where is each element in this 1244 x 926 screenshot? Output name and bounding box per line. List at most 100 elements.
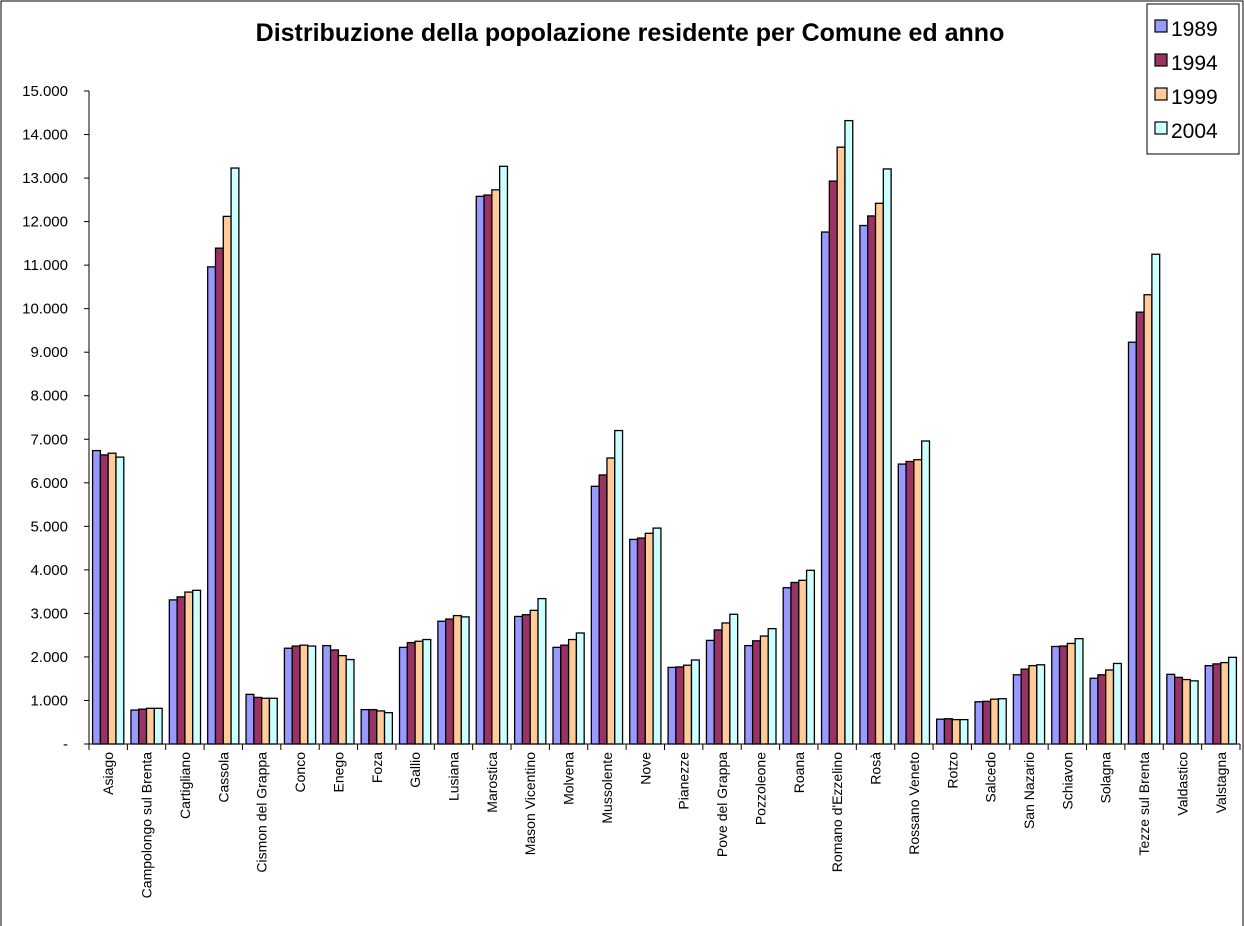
bar-1994 [406, 641, 416, 745]
bar-1999 [874, 202, 884, 745]
bar-2004 [1189, 680, 1199, 745]
bar-1999 [337, 654, 347, 745]
bar-1989 [283, 647, 293, 745]
x-tick-label: Rosà [868, 752, 884, 785]
x-tick-label: Cassola [215, 752, 231, 803]
bar-2004 [729, 613, 739, 745]
bar-1994 [329, 649, 340, 745]
bar-1989 [475, 195, 485, 745]
bar-1994 [1212, 663, 1222, 745]
y-tick-label: 9.000 [30, 344, 68, 361]
bar-2004 [422, 638, 432, 745]
bar-1999 [644, 532, 654, 745]
x-tick-label: Rotzo [944, 752, 960, 789]
bar-1999 [989, 698, 1000, 745]
x-tick-label: Romano d'Ezzelino [829, 752, 845, 872]
bar-1999 [260, 697, 271, 745]
bar-1989 [1051, 645, 1061, 745]
bar-1994 [982, 700, 992, 745]
bar-1989 [437, 620, 447, 745]
bar-1989 [859, 224, 869, 745]
bar-1994 [1135, 311, 1145, 745]
bar-1989 [398, 646, 408, 745]
bar-1994 [943, 718, 953, 745]
bar-1994 [1097, 674, 1107, 745]
x-tick-label: Asiago [100, 752, 116, 795]
bar-1999 [529, 609, 539, 745]
bar-1999 [721, 622, 731, 745]
bar-2004 [805, 569, 816, 745]
bar-1989 [1127, 341, 1137, 745]
x-tick-label: Mason Vicentino [522, 752, 538, 855]
bar-1994 [521, 614, 531, 745]
x-tick-label: Nove [637, 752, 653, 785]
bar-1989 [705, 639, 715, 745]
bar-1994 [1020, 668, 1030, 745]
bar-1989 [590, 485, 600, 745]
bar-1994 [790, 581, 800, 745]
bar-2004 [383, 712, 393, 745]
bar-1989 [744, 644, 754, 745]
bar-1999 [567, 638, 578, 745]
bar-1999 [1143, 294, 1153, 745]
bar-1999 [414, 640, 424, 745]
x-tick-label: Enego [330, 752, 346, 793]
x-tick-label: Cartigliano [177, 752, 193, 819]
legend-label: 2004 [1171, 120, 1218, 143]
bar-1989 [207, 266, 217, 745]
bar-1999 [1028, 664, 1038, 745]
y-tick-label: 14.000 [22, 127, 68, 144]
bar-2004 [921, 440, 931, 745]
x-tick-label: Pozzoleone [752, 752, 768, 825]
bar-1994 [751, 640, 762, 745]
x-tick-label: Schiavon [1059, 752, 1075, 810]
legend-swatch [1154, 53, 1168, 67]
x-tick-label: Pianezze [676, 752, 692, 810]
y-tick-label: 13.000 [22, 170, 68, 187]
bar-1999 [222, 215, 232, 745]
x-tick-label: Gallio [407, 752, 423, 788]
bar-1999 [1181, 678, 1191, 745]
bar-2004 [1074, 637, 1084, 745]
y-tick-label: 15.000 [22, 83, 68, 100]
bar-1994 [483, 194, 493, 745]
bar-1999 [184, 591, 194, 745]
bar-1999 [951, 718, 961, 745]
bar-1989 [820, 231, 830, 745]
bar-2004 [115, 456, 125, 745]
bar-2004 [345, 658, 355, 745]
bars [91, 119, 1238, 745]
bar-2004 [959, 718, 969, 745]
bar-1999 [299, 644, 309, 745]
x-tick-label: Valstagna [1213, 752, 1229, 813]
x-tick-label: Salcedo [983, 752, 999, 803]
bar-2004 [652, 527, 662, 745]
x-tick-label: Campolongo sul Brenta [139, 752, 155, 899]
bar-1994 [905, 460, 915, 745]
bar-2004 [575, 632, 585, 745]
bar-2004 [997, 698, 1007, 745]
x-tick-label: Cismon del Grappa [254, 752, 270, 873]
legend-label: 1999 [1171, 86, 1218, 109]
bar-1989 [897, 463, 907, 745]
bar-1999 [1105, 669, 1115, 745]
bar-1994 [99, 454, 109, 745]
legend-label: 1994 [1171, 52, 1218, 75]
bar-1989 [130, 709, 140, 745]
bar-1994 [176, 596, 186, 745]
bar-1999 [1220, 661, 1230, 745]
bar-1989 [552, 646, 562, 745]
x-axis: Asiago Campolongo sul Brenta Cartigliano Ca… [88, 743, 1241, 899]
bar-1994 [1058, 645, 1069, 745]
bar-1999 [452, 614, 462, 745]
bar-1994 [560, 644, 570, 745]
bar-1999 [798, 579, 808, 745]
y-tick-label: 11.000 [23, 257, 68, 274]
bar-2004 [844, 119, 854, 745]
bar-1999 [107, 452, 117, 745]
y-tick-label: 7.000 [30, 431, 68, 448]
bar-1989 [974, 701, 984, 745]
bar-1999 [606, 457, 616, 745]
y-tick-label: 1.000 [30, 692, 68, 709]
